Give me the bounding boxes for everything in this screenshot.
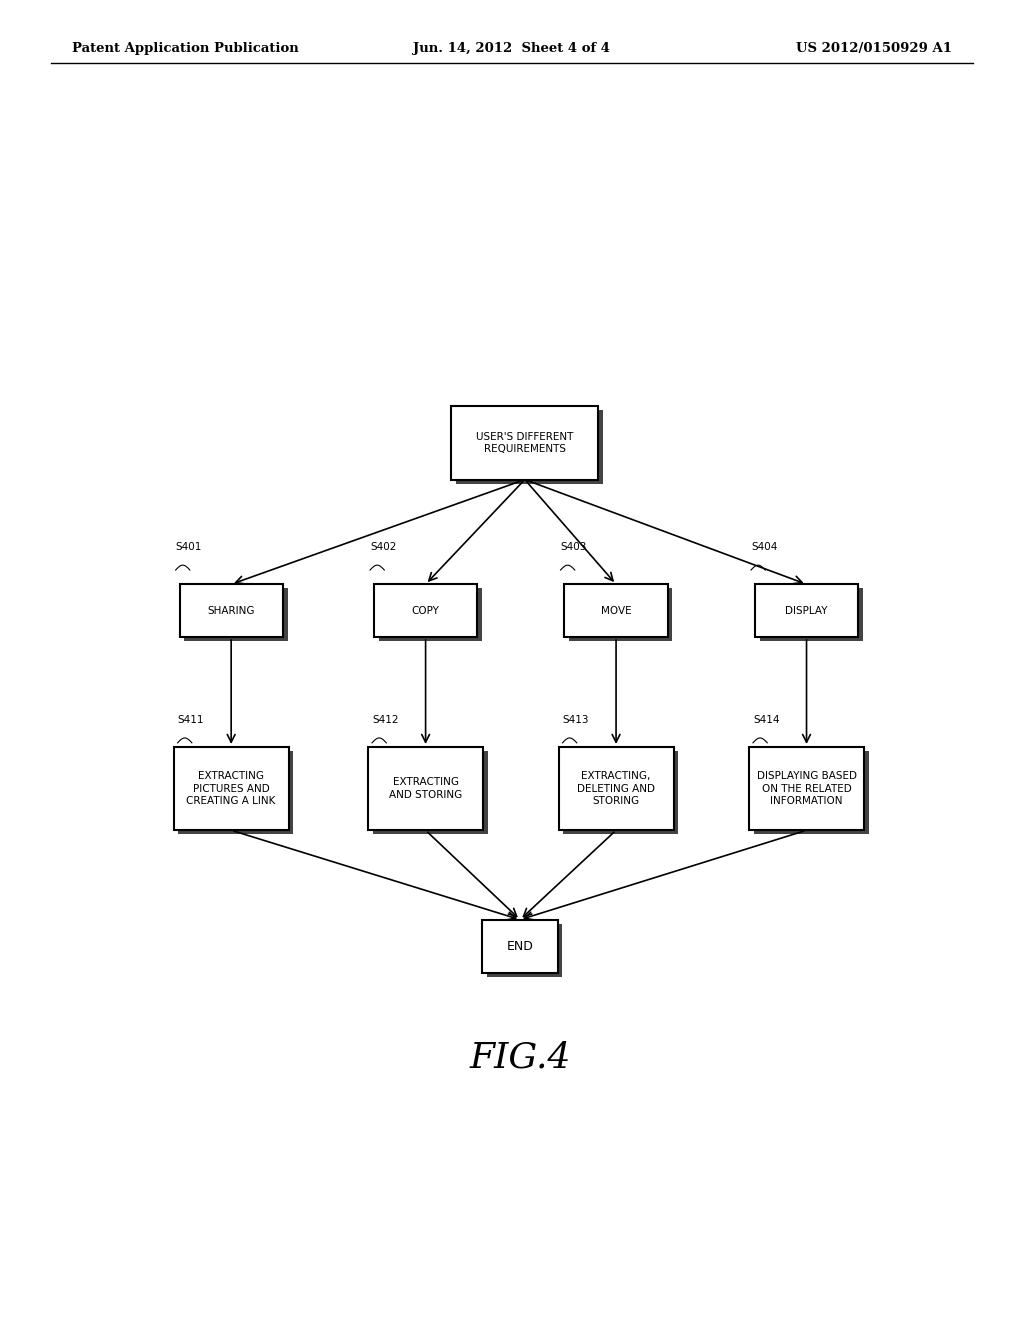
Bar xyxy=(558,747,674,830)
Text: MOVE: MOVE xyxy=(601,606,632,615)
Bar xyxy=(487,924,562,977)
Bar xyxy=(179,585,283,638)
Text: SHARING: SHARING xyxy=(208,606,255,615)
Text: S402: S402 xyxy=(370,541,396,552)
Text: S411: S411 xyxy=(177,714,204,725)
Bar xyxy=(564,585,668,638)
Bar xyxy=(184,589,288,642)
Text: DISPLAYING BASED
ON THE RELATED
INFORMATION: DISPLAYING BASED ON THE RELATED INFORMAT… xyxy=(757,771,856,807)
Bar xyxy=(482,920,558,973)
Text: EXTRACTING
PICTURES AND
CREATING A LINK: EXTRACTING PICTURES AND CREATING A LINK xyxy=(186,771,275,807)
Text: S412: S412 xyxy=(372,714,398,725)
Bar xyxy=(373,751,487,834)
Text: Patent Application Publication: Patent Application Publication xyxy=(72,42,298,55)
Text: S401: S401 xyxy=(176,541,202,552)
Text: Jun. 14, 2012  Sheet 4 of 4: Jun. 14, 2012 Sheet 4 of 4 xyxy=(414,42,610,55)
Bar xyxy=(760,589,863,642)
Text: S404: S404 xyxy=(751,541,777,552)
Text: COPY: COPY xyxy=(412,606,439,615)
Text: S413: S413 xyxy=(562,714,589,725)
Text: US 2012/0150929 A1: US 2012/0150929 A1 xyxy=(797,42,952,55)
Text: S414: S414 xyxy=(753,714,779,725)
Text: DISPLAY: DISPLAY xyxy=(785,606,827,615)
Bar xyxy=(563,751,678,834)
Bar xyxy=(379,589,482,642)
Bar xyxy=(749,747,864,830)
Bar xyxy=(368,747,483,830)
Bar xyxy=(569,589,673,642)
Text: S403: S403 xyxy=(560,541,587,552)
Text: FIG.4: FIG.4 xyxy=(469,1041,570,1074)
Bar xyxy=(452,407,598,479)
Bar xyxy=(755,585,858,638)
Text: END: END xyxy=(507,940,534,953)
Bar xyxy=(174,747,289,830)
Bar xyxy=(754,751,868,834)
Text: EXTRACTING
AND STORING: EXTRACTING AND STORING xyxy=(389,777,462,800)
Bar xyxy=(374,585,477,638)
Text: EXTRACTING,
DELETING AND
STORING: EXTRACTING, DELETING AND STORING xyxy=(578,771,655,807)
Bar xyxy=(456,411,603,483)
Bar xyxy=(178,751,294,834)
Text: USER'S DIFFERENT
REQUIREMENTS: USER'S DIFFERENT REQUIREMENTS xyxy=(476,432,573,454)
